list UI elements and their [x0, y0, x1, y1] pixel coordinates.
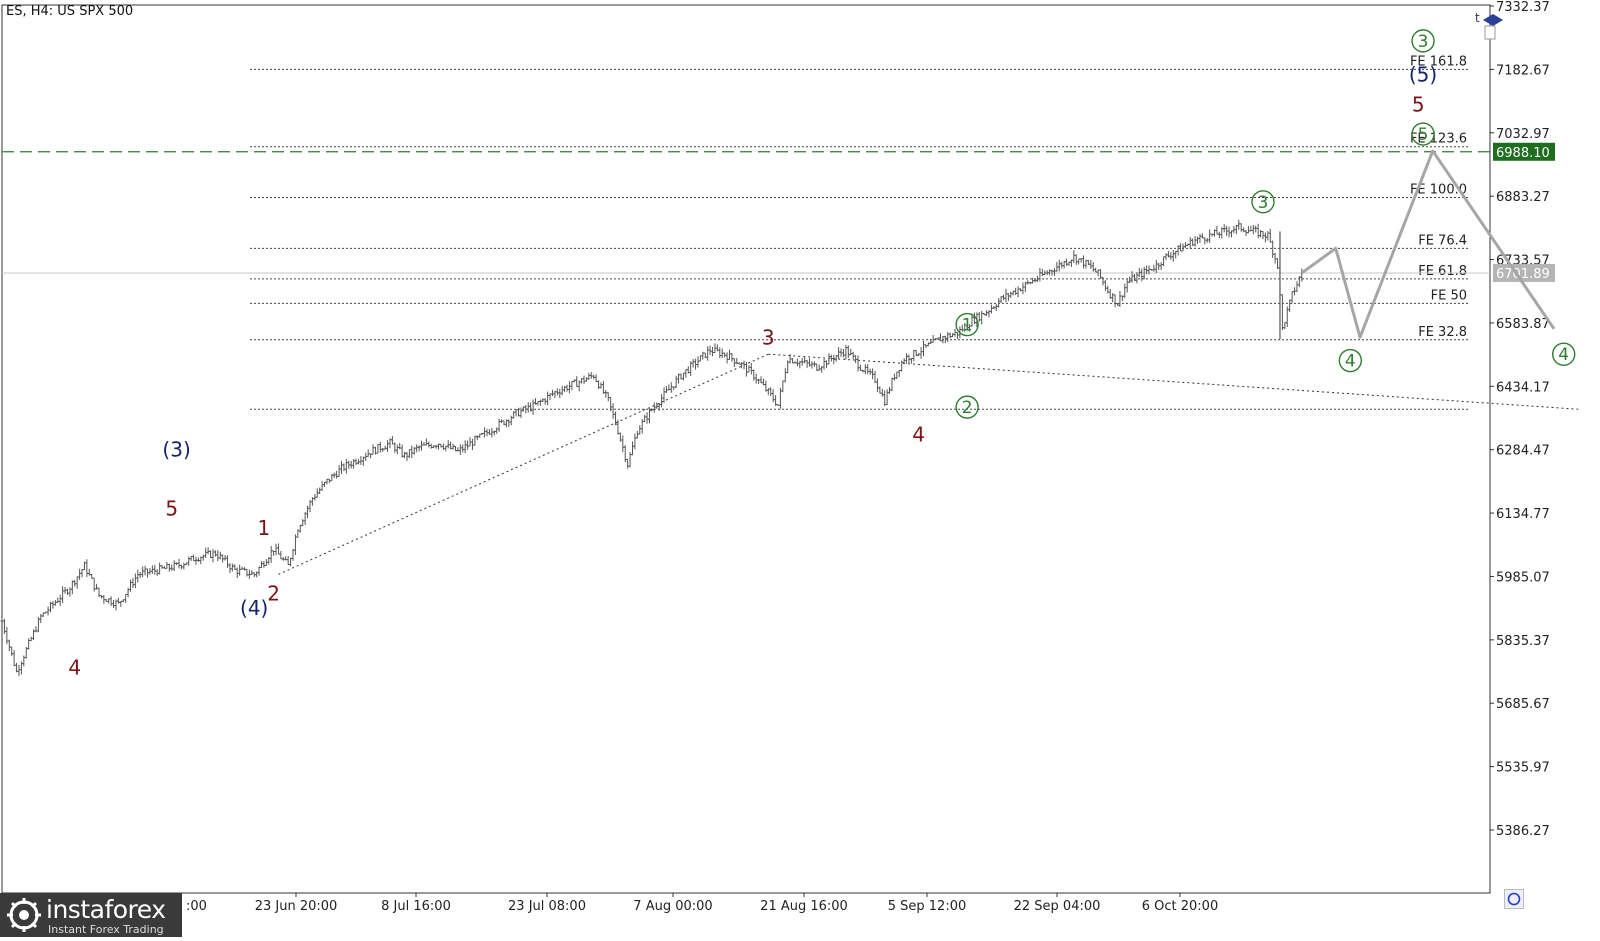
wave-label: 5 [165, 497, 178, 521]
y-tick-label: 6284.47 [1496, 444, 1550, 459]
target-price-badge [1493, 142, 1555, 161]
fib-level-label: FE 161.8 [1410, 54, 1467, 69]
wave-label-circle [1338, 348, 1363, 373]
wave-label-circle [955, 395, 979, 419]
wave-label-circle [955, 312, 979, 337]
y-tick-label: 7032.97 [1496, 127, 1550, 142]
x-tick-label: 23 Jul 08:00 [508, 899, 586, 914]
instaforex-logo-icon [7, 898, 41, 932]
fib-level-label: FE 61.8 [1418, 264, 1467, 279]
wave-label: 1 [962, 316, 973, 336]
trendline [768, 353, 1579, 410]
fib-level-label: FE 50 [1431, 288, 1467, 303]
y-tick-label: 5835.37 [1496, 634, 1550, 649]
y-tick-label: 6883.27 [1496, 190, 1550, 205]
auto-scroll-icon[interactable] [1504, 889, 1524, 909]
trendline [278, 353, 769, 575]
wave-label: 2 [962, 398, 973, 418]
wave-label: 4 [1558, 345, 1569, 365]
wave-label-circle [1411, 29, 1435, 53]
wave-label-circle [1551, 342, 1576, 366]
current-price-badge [1493, 263, 1555, 282]
wave-label: 5 [1412, 92, 1425, 116]
x-tick-label: 5 Sep 12:00 [888, 899, 967, 914]
wave-label: 5 [1418, 125, 1429, 145]
wave-label: 4 [68, 656, 81, 680]
wave-label-circle [1411, 122, 1435, 146]
wave-label: 1 [258, 516, 271, 540]
x-tick-label: 21 Aug 16:00 [760, 899, 848, 914]
target-price-badge-label: 6988.10 [1496, 146, 1550, 161]
y-tick-label: 6434.17 [1496, 380, 1550, 395]
wave-label: (5) [1409, 63, 1437, 87]
x-tick-label: 8 Jul 16:00 [381, 899, 451, 914]
wave-label: (4) [240, 596, 268, 620]
y-tick-label: 7182.67 [1496, 63, 1550, 78]
x-tick-label: 6 Oct 20:00 [1142, 899, 1218, 914]
wave-label: 3 [1258, 193, 1269, 213]
x-tick-label: 22 Sep 04:00 [1014, 899, 1101, 914]
plot-frame [1, 4, 1491, 894]
x-tick-label: :00 [186, 899, 207, 914]
y-tick-label: 5985.07 [1496, 570, 1550, 585]
chart-title: ES, H4: US SPX 500 [6, 4, 134, 19]
fib-level-label: FE 32.8 [1418, 325, 1467, 340]
fib-level-label: FE 123.6 [1410, 132, 1467, 147]
candles [0, 219, 1304, 677]
x-tick-label: 7 Aug 00:00 [633, 899, 712, 914]
y-tick-label: 5685.67 [1496, 697, 1550, 712]
y-tick-label: 6583.87 [1496, 317, 1550, 332]
x-tick-label: 23 Jun 20:00 [255, 899, 338, 914]
y-tick-label: 6134.77 [1496, 507, 1550, 522]
wave-label: 2 [267, 581, 280, 605]
y-tick-label: 5386.27 [1496, 824, 1550, 839]
watermark: instaforex Instant Forex Trading [0, 893, 182, 937]
wave-label: 3 [762, 325, 775, 349]
wave-label: 4 [1345, 352, 1356, 372]
svg-text:t: t [1475, 11, 1480, 25]
trade-levels-icon[interactable]: t [1473, 8, 1513, 42]
watermark-tagline: Instant Forex Trading [48, 923, 164, 936]
wave-label: (3) [162, 437, 190, 461]
wave-label: 3 [1418, 32, 1429, 52]
projection-path [1300, 149, 1556, 339]
watermark-brand: instaforex [46, 895, 166, 924]
wave-label: 4 [912, 423, 925, 447]
fib-level-label: FE 76.4 [1418, 233, 1467, 248]
wave-label-circle [1251, 190, 1275, 214]
fib-level-label: FE 100.0 [1410, 183, 1467, 198]
y-tick-label: 7332.37 [1496, 0, 1550, 15]
current-price-badge-label: 6701.89 [1496, 267, 1550, 282]
y-tick-label: 5535.97 [1496, 761, 1550, 776]
